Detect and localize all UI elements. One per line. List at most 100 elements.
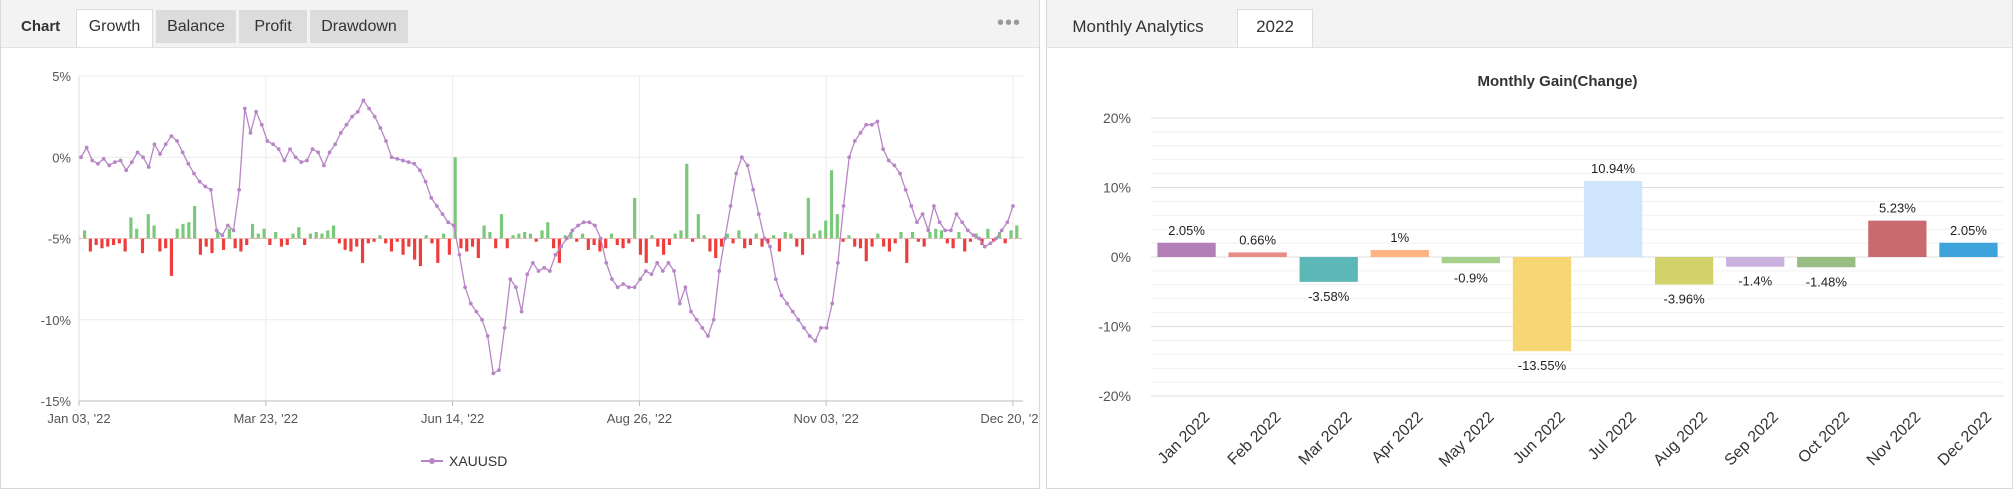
growth-point[interactable] (824, 325, 829, 330)
growth-point[interactable] (141, 155, 146, 160)
growth-point[interactable] (231, 228, 236, 233)
profit-bar[interactable] (413, 238, 417, 260)
growth-point[interactable] (994, 236, 998, 241)
profit-bar[interactable] (951, 238, 955, 249)
growth-point[interactable] (965, 228, 970, 233)
profit-bar[interactable] (221, 238, 226, 250)
growth-point[interactable] (209, 187, 213, 192)
profit-bar[interactable] (164, 238, 168, 249)
growth-point[interactable] (807, 334, 812, 338)
profit-bar[interactable] (239, 238, 243, 252)
growth-point[interactable] (333, 142, 338, 147)
growth-point[interactable] (610, 277, 614, 282)
growth-point[interactable] (576, 223, 580, 228)
growth-point[interactable] (197, 179, 202, 184)
profit-bar[interactable] (592, 238, 596, 246)
profit-bar[interactable] (696, 214, 700, 239)
profit-bar[interactable] (806, 197, 810, 239)
profit-bar[interactable] (436, 238, 440, 263)
growth-point[interactable] (982, 244, 987, 249)
month-bar[interactable] (1583, 180, 1643, 257)
profit-bar[interactable] (198, 238, 202, 255)
growth-point[interactable] (988, 241, 993, 246)
profit-bar[interactable] (835, 214, 839, 239)
profit-bar[interactable] (795, 238, 799, 247)
growth-point[interactable] (118, 158, 123, 163)
profit-bar[interactable] (662, 238, 666, 255)
tab-growth[interactable]: Growth (76, 9, 153, 47)
growth-point[interactable] (480, 317, 484, 322)
growth-point[interactable] (321, 163, 326, 168)
growth-point[interactable] (485, 334, 490, 338)
growth-point[interactable] (282, 158, 287, 163)
growth-point[interactable] (689, 309, 693, 314)
profit-bar[interactable] (250, 223, 255, 239)
profit-bar[interactable] (882, 238, 886, 247)
profit-bar[interactable] (303, 238, 307, 246)
growth-point[interactable] (745, 163, 750, 168)
growth-point[interactable] (293, 155, 298, 160)
growth-point[interactable] (717, 269, 722, 273)
month-bar[interactable] (1299, 257, 1358, 282)
growth-point[interactable] (254, 109, 259, 114)
profit-bar[interactable] (494, 238, 498, 249)
profit-bar[interactable] (424, 235, 428, 239)
growth-point[interactable] (915, 220, 919, 225)
profit-bar[interactable] (557, 238, 561, 263)
growth-point[interactable] (559, 244, 564, 249)
profit-bar[interactable] (748, 238, 753, 246)
growth-point[interactable] (514, 285, 518, 290)
growth-point[interactable] (225, 223, 230, 228)
growth-point[interactable] (96, 161, 100, 166)
profit-bar[interactable] (140, 238, 145, 254)
growth-point[interactable] (344, 122, 349, 127)
growth-point[interactable] (553, 252, 558, 257)
growth-point[interactable] (773, 277, 778, 282)
growth-point[interactable] (677, 301, 682, 306)
profit-bar[interactable] (714, 238, 718, 259)
profit-bar[interactable] (621, 238, 625, 249)
profit-bar[interactable] (986, 228, 990, 239)
profit-bar[interactable] (331, 225, 336, 239)
profit-bar[interactable] (853, 238, 857, 247)
profit-bar[interactable] (974, 233, 978, 239)
growth-point[interactable] (666, 260, 671, 265)
growth-point[interactable] (129, 160, 134, 165)
profit-bar[interactable] (627, 238, 631, 244)
profit-bar[interactable] (216, 232, 220, 239)
growth-series-line[interactable] (80, 99, 1014, 375)
growth-point[interactable] (960, 220, 965, 225)
growth-point[interactable] (350, 114, 355, 119)
growth-point[interactable] (152, 142, 157, 147)
growth-point[interactable] (886, 158, 891, 163)
growth-point[interactable] (389, 155, 394, 160)
profit-bar[interactable] (233, 238, 237, 249)
growth-point[interactable] (84, 145, 89, 150)
growth-point[interactable] (338, 130, 343, 135)
growth-point[interactable] (316, 150, 321, 155)
profit-bar[interactable] (274, 232, 278, 239)
growth-point[interactable] (474, 309, 479, 314)
profit-bar[interactable] (910, 232, 915, 239)
profit-bar[interactable] (1009, 230, 1013, 239)
growth-point[interactable] (259, 122, 264, 127)
profit-bar[interactable] (783, 232, 787, 239)
profit-bar[interactable] (743, 238, 747, 249)
month-bar[interactable] (1797, 257, 1856, 268)
growth-point[interactable] (135, 150, 140, 155)
profit-bar[interactable] (152, 225, 156, 239)
tab-balance[interactable]: Balance (156, 10, 236, 43)
profit-bar[interactable] (401, 238, 405, 255)
growth-point[interactable] (242, 106, 247, 111)
growth-point[interactable] (756, 212, 761, 217)
profit-bar[interactable] (864, 238, 868, 262)
growth-point[interactable] (926, 228, 931, 233)
profit-bar[interactable] (441, 233, 446, 239)
month-bar[interactable] (1441, 257, 1501, 264)
profit-bar[interactable] (326, 230, 330, 239)
growth-point[interactable] (457, 252, 462, 257)
growth-point[interactable] (220, 233, 225, 238)
growth-point[interactable] (158, 152, 162, 156)
growth-point[interactable] (355, 109, 360, 114)
profit-bar[interactable] (262, 228, 266, 239)
